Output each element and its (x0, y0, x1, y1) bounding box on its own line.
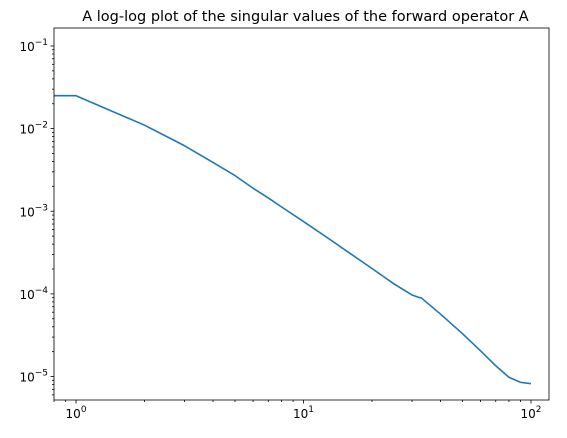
y-tick-label: 10−2 (19, 121, 48, 137)
y-tick-label-base: 10 (19, 205, 34, 219)
y-tick-label: 10−1 (19, 38, 48, 54)
y-tick-label: 10−5 (19, 369, 48, 385)
y-tick-label-exp: −4 (35, 286, 49, 296)
series-line-0 (54, 96, 531, 384)
y-tick-label: 10−4 (19, 286, 48, 302)
y-tick-label-base: 10 (19, 40, 34, 54)
x-tick-label: 100 (66, 405, 87, 421)
x-tick-label-base: 10 (66, 407, 81, 421)
x-tick-label-exp: 0 (81, 405, 87, 415)
y-tick-label-exp: −1 (35, 38, 48, 48)
x-tick-label-base: 10 (293, 407, 308, 421)
y-tick-label-exp: −2 (35, 121, 48, 131)
y-tick-label-exp: −5 (35, 369, 48, 379)
y-tick-label-base: 10 (19, 288, 34, 302)
x-tick-label: 102 (520, 405, 541, 421)
x-tick-label-exp: 1 (308, 405, 314, 415)
x-tick-label: 101 (293, 405, 314, 421)
x-tick-label-exp: 2 (536, 405, 542, 415)
y-tick-label-exp: −3 (35, 203, 48, 213)
y-tick-label-base: 10 (19, 123, 34, 137)
x-tick-label-base: 10 (520, 407, 535, 421)
y-tick-label: 10−3 (19, 203, 48, 219)
chart-title: A log-log plot of the singular values of… (82, 9, 529, 25)
plot-area (54, 96, 531, 384)
y-tick-label-base: 10 (19, 371, 34, 385)
